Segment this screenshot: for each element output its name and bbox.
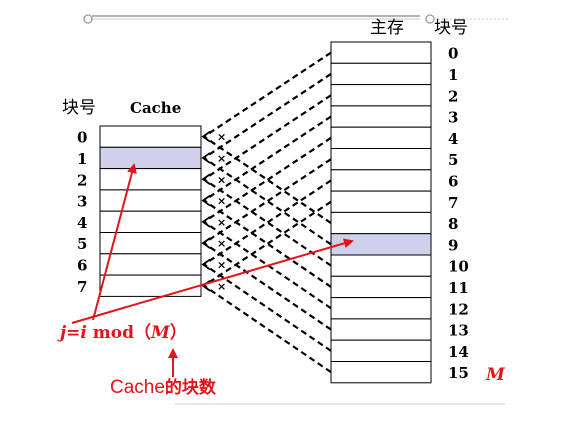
cache-block-number: 7 <box>77 278 87 296</box>
memory-block-number: 1 <box>448 66 458 84</box>
memory-block-cell <box>330 62 432 86</box>
memory-block-header: 块号 <box>434 18 468 38</box>
cache-block-number: 1 <box>77 150 87 168</box>
memory-block-cell <box>330 318 432 341</box>
crossing-mark: × <box>217 152 226 165</box>
memory-block-cell <box>330 254 432 277</box>
arrow-to-memory-block <box>71 238 354 324</box>
cache-block-number: 2 <box>77 171 87 189</box>
memory-block-cell <box>330 361 432 384</box>
mapping-line <box>203 135 332 224</box>
memory-block-cell <box>330 211 432 235</box>
memory-block-number: 2 <box>448 87 458 105</box>
convergence-chevron <box>201 216 211 228</box>
mapping-line <box>203 242 332 331</box>
mapping-line <box>203 263 332 352</box>
cache-title: Cache <box>130 99 181 117</box>
mapping-line <box>203 51 332 138</box>
cache-block-cell <box>99 125 202 148</box>
convergence-chevron <box>201 173 211 185</box>
cache-blocks: 0 1 2 3 4 5 6 7 <box>77 125 202 297</box>
memory-count-label: M <box>485 365 506 385</box>
mapping-formula: j=i mod（M） <box>57 322 187 343</box>
crossing-mark: × <box>217 216 226 229</box>
annotation-arrows <box>71 163 354 377</box>
convergence-chevron <box>201 130 211 143</box>
memory-block-number: 8 <box>448 215 458 233</box>
mapping-line <box>203 157 332 246</box>
memory-block-number: 4 <box>448 130 458 148</box>
mapping-line <box>203 199 332 288</box>
memory-block-cell <box>330 126 432 149</box>
memory-block-cell <box>330 105 432 128</box>
crossing-mark: × <box>217 131 226 144</box>
memory-block-number: 12 <box>448 300 469 318</box>
memory-block-number: 7 <box>448 194 458 212</box>
memory-block-number: 11 <box>448 279 469 297</box>
cache-block-number: 3 <box>77 193 87 211</box>
mapping-line <box>203 136 332 223</box>
formula-caption: Cache的块数 <box>110 377 217 398</box>
cache-block-number: 6 <box>77 256 87 274</box>
mapping-line <box>203 179 332 266</box>
cache-block-number: 0 <box>77 129 87 147</box>
cache-block-cell <box>99 253 202 276</box>
decorative-top-rule <box>83 14 510 24</box>
mapping-line <box>203 284 332 374</box>
mapping-line <box>203 220 332 310</box>
memory-block-cell <box>330 41 432 64</box>
memory-block-cell <box>330 190 432 213</box>
cache-block-number: 4 <box>77 214 87 232</box>
cache-block-cell <box>99 168 202 191</box>
mapping-line <box>203 178 332 267</box>
convergence-chevron <box>201 237 211 249</box>
memory-block-number: 6 <box>448 172 458 190</box>
cache-block-header: 块号 <box>62 98 96 118</box>
crossing-mark: × <box>217 258 226 271</box>
cache-block-cell <box>99 274 202 297</box>
mapping-line <box>203 200 332 287</box>
crossing-mark: × <box>217 195 226 208</box>
memory-block-number: 10 <box>448 258 469 276</box>
convergence-chevron <box>201 194 211 207</box>
memory-block-number: 15 <box>448 364 469 382</box>
memory-block-cell <box>330 233 432 256</box>
cache-block-cell <box>99 189 202 212</box>
memory-block-number: 13 <box>448 322 469 340</box>
convergence-chevron <box>201 258 211 271</box>
arrow-to-cache-block <box>92 163 137 321</box>
mapping-line <box>203 94 332 181</box>
cache-block-number: 5 <box>77 235 87 253</box>
cache-block-cell <box>99 146 202 170</box>
memory-block-cell <box>330 275 432 299</box>
memory-block-cell <box>330 297 432 320</box>
memory-block-cell <box>330 148 432 171</box>
memory-block-number: 5 <box>448 151 458 169</box>
memory-block-cell <box>330 169 432 192</box>
memory-block-number: 0 <box>448 45 458 63</box>
mapping-lines: × × × × × × × × <box>201 51 332 374</box>
memory-block-number: 9 <box>448 236 458 254</box>
memory-block-cell <box>330 84 432 107</box>
memory-title: 主存 <box>370 18 404 38</box>
memory-block-number: 3 <box>448 109 458 127</box>
cache-block-cell <box>99 210 202 233</box>
memory-block-cell <box>330 339 432 363</box>
convergence-chevron <box>201 152 211 164</box>
mapping-line <box>203 115 332 202</box>
crossing-mark: × <box>217 173 226 186</box>
mapping-line <box>203 158 332 245</box>
crossing-mark: × <box>217 237 226 250</box>
mapping-line <box>203 73 332 159</box>
memory-block-number: 14 <box>448 343 469 361</box>
crossing-mark: × <box>217 280 226 293</box>
